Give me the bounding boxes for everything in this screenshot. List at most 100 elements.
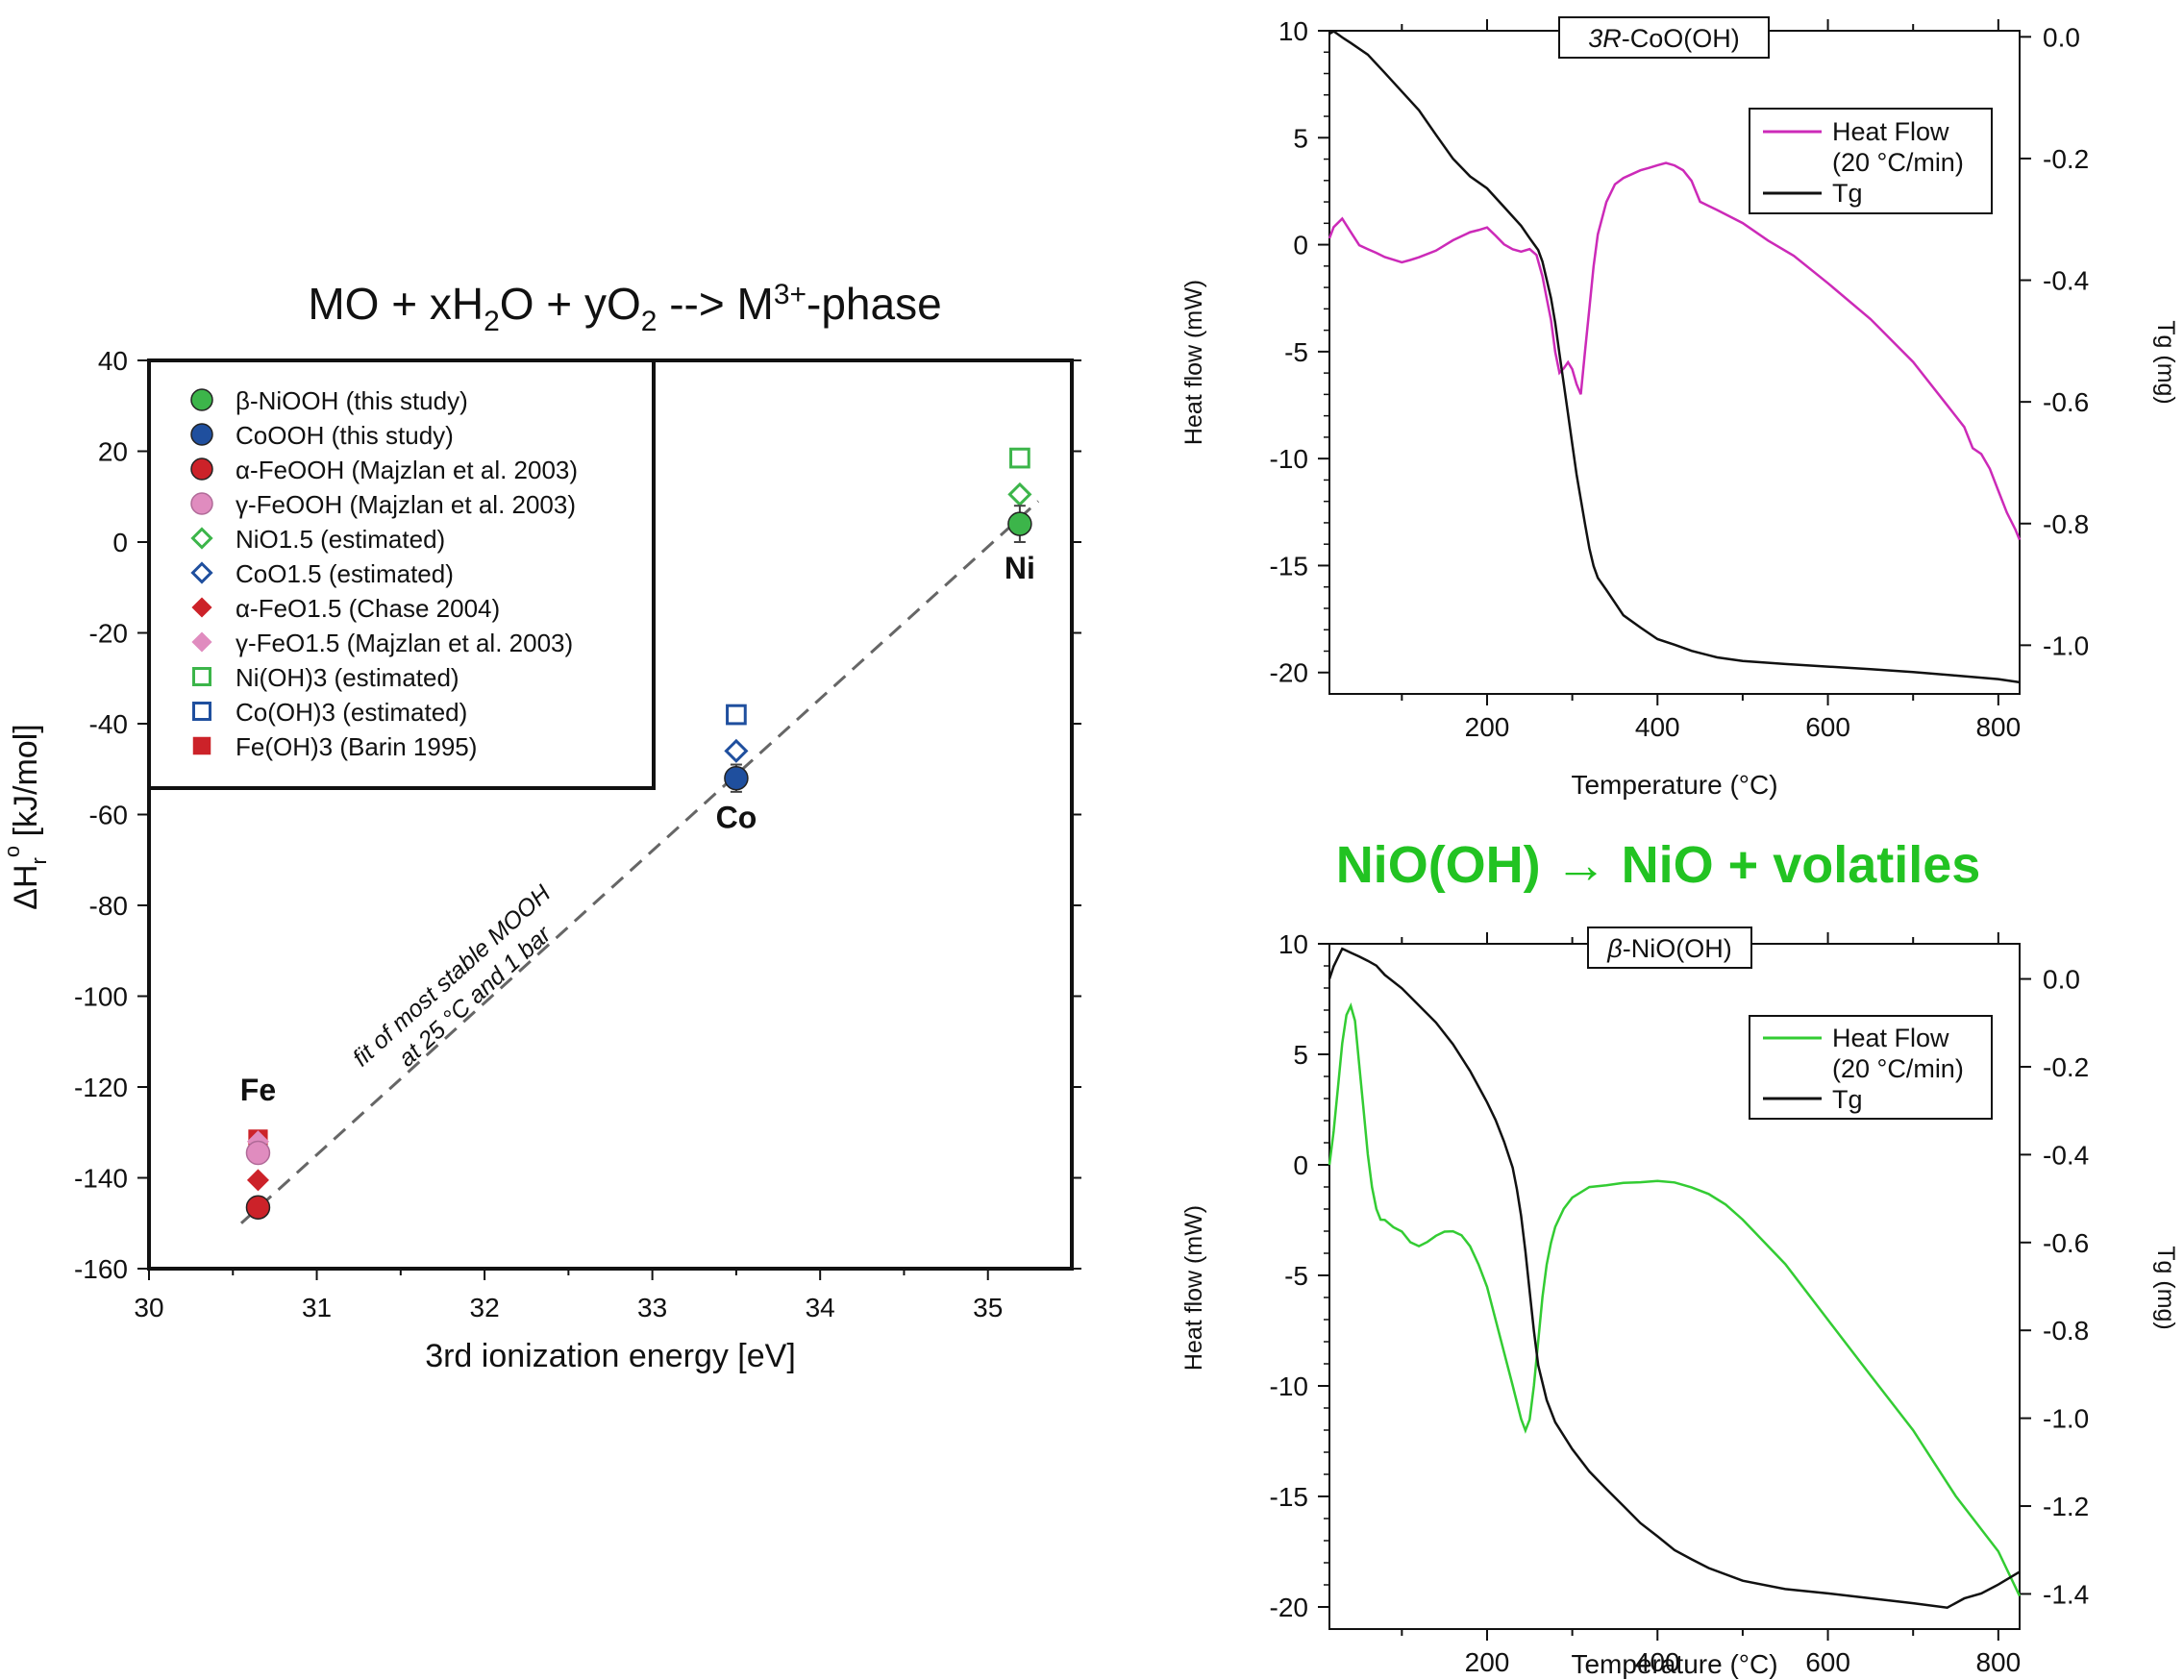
- dsc-niooh-y-tick-label: 10: [1278, 929, 1308, 959]
- scatter-y-label: ΔHro [kJ/mol]: [0, 724, 51, 909]
- dsc-coooh-y-tick-label: 0: [1293, 231, 1308, 260]
- dsc-niooh-legend-tg: Tg: [1832, 1085, 1863, 1114]
- legend-label: Co(OH)3 (estimated): [236, 698, 467, 727]
- data-point: [724, 738, 749, 763]
- scatter-points: [245, 447, 1032, 1220]
- data-point: [1009, 447, 1030, 469]
- dsc-niooh-x-tick-label: 600: [1805, 1647, 1850, 1677]
- legend-marker: [190, 457, 213, 481]
- scatter-x-tick-label: 34: [806, 1293, 835, 1322]
- scatter-annotations: Ni Co Fe: [240, 551, 1035, 1107]
- dsc-niooh-y2-tick-label: -0.8: [2043, 1316, 2089, 1346]
- dsc-coooh-y2-tick-label: -0.2: [2043, 144, 2089, 174]
- legend-label: CoO1.5 (estimated): [236, 559, 454, 588]
- scatter-title: MO + xH2O + yO2 --> M3+-phase: [308, 279, 941, 337]
- legend-marker: [191, 631, 212, 653]
- data-point: [724, 765, 749, 791]
- dsc-niooh-y2-tick-label: 0.0: [2043, 965, 2080, 995]
- scatter-y-tick-label: -100: [74, 982, 128, 1012]
- fit-label: fit of most stable MOOH at 25 °C and 1 b…: [348, 876, 582, 1095]
- legend-label: γ-FeO1.5 (Majzlan et al. 2003): [236, 629, 573, 657]
- scatter-y-tick-label: -40: [89, 709, 128, 739]
- dsc-coooh-y2-tick-label: -0.6: [2043, 387, 2089, 417]
- dsc-coooh-y-tick-label: -15: [1270, 551, 1308, 581]
- data-point: [726, 704, 747, 726]
- data-point: [245, 1195, 271, 1220]
- dsc-niooh-y2-tick-label: -0.2: [2043, 1052, 2089, 1082]
- dsc-niooh-y-tick-label: -5: [1284, 1261, 1308, 1291]
- scatter-x-tick-label: 31: [302, 1293, 332, 1322]
- scatter-y-tick-label: -160: [74, 1254, 128, 1284]
- dsc-coooh-legend-rate: (20 °C/min): [1832, 148, 1964, 177]
- legend-label: γ-FeOOH (Majzlan et al. 2003): [236, 490, 576, 519]
- dsc-coooh-heatflow-line: [1328, 161, 2022, 541]
- dsc-coooh-y2-tick-label: -0.4: [2043, 266, 2089, 296]
- legend-label: α-FeOOH (Majzlan et al. 2003): [236, 456, 578, 484]
- dsc-niooh-y-label: Heat flow (mW): [1180, 1205, 1207, 1371]
- scatter-x-label: 3rd ionization energy [eV]: [425, 1338, 796, 1374]
- scatter-y-tick-label: -80: [89, 891, 128, 921]
- scatter-chart: MO + xH2O + yO2 --> M3+-phase 30 31 32 33 34…: [0, 279, 1081, 1374]
- legend-marker: [190, 388, 213, 411]
- dsc-niooh-y2-tick-label: -1.4: [2043, 1579, 2089, 1609]
- dsc-chart-coooh: 200 400 600 800 10 5 0 -5 -10 -15 -20 0.0 -0.2 -0.4 -0…: [1180, 16, 2179, 800]
- dsc-niooh-heatflow-line: [1328, 1002, 2022, 1597]
- scatter-x-tick-label: 30: [134, 1293, 163, 1322]
- dsc-niooh-y2-tick-label: -0.6: [2043, 1228, 2089, 1258]
- scatter-y-tick-label: -20: [89, 619, 128, 649]
- dsc-coooh-legend-box: [1749, 108, 1993, 214]
- dsc-niooh-y-tick-label: -10: [1270, 1371, 1308, 1401]
- legend-label: Fe(OH)3 (Barin 1995): [236, 732, 477, 761]
- dsc-niooh-panel-label-box: [1587, 926, 1752, 969]
- dsc-niooh-y2-tick-label: -1.2: [2043, 1492, 2089, 1521]
- dsc-niooh-y-tick-label: 0: [1293, 1150, 1308, 1180]
- dsc-coooh-y2-tick-label: -0.8: [2043, 509, 2089, 539]
- dsc-coooh-y-tick-label: -20: [1270, 658, 1308, 688]
- scatter-x-tick-label: 32: [470, 1293, 500, 1322]
- dsc-niooh-y-tick-label: 5: [1293, 1040, 1308, 1070]
- dsc-niooh-panel-label: β-NiO(OH): [1606, 934, 1731, 963]
- dsc-chart-niooh: 200 400 600 800 10 5 0 -5 -10 -15 -20 0.0 -0.2 -0.4 -0…: [1180, 926, 2179, 1679]
- scatter-y-tick-label: -120: [74, 1073, 128, 1102]
- dsc-niooh-y2-label: Tg (mg): [2152, 1246, 2179, 1330]
- fit-line: [239, 500, 1040, 1224]
- dsc-coooh-panel-label-box: [1558, 16, 1770, 59]
- scatter-legend: β-NiOOH (this study) CoOOH (this study) α-…: [190, 386, 578, 761]
- dsc-niooh-legend-rate: (20 °C/min): [1832, 1054, 1964, 1083]
- dsc-coooh-y2-tick-label: -1.0: [2043, 630, 2089, 660]
- dsc-niooh-y2-tick-label: -0.4: [2043, 1140, 2089, 1170]
- dsc-coooh-x-tick-label: 600: [1805, 712, 1850, 742]
- dsc-niooh-x-tick-label: 200: [1465, 1647, 1510, 1677]
- legend-marker: [191, 597, 212, 618]
- scatter-y-tick-label: 0: [112, 528, 128, 557]
- legend-marker: [192, 736, 211, 755]
- dsc-niooh-y-tick-label: -20: [1270, 1593, 1308, 1622]
- element-label: Co: [716, 801, 757, 835]
- legend-label: CoOOH (this study): [236, 421, 454, 450]
- scatter-y-tick-label: -60: [89, 801, 128, 830]
- dsc-coooh-y2-label: Tg (mg): [2152, 320, 2179, 405]
- dsc-niooh-axes: 200 400 600 800 10 5 0 -5 -10 -15 -20 0.0 -0.2 -0.4 -0…: [1270, 929, 2090, 1677]
- data-point: [1007, 511, 1032, 536]
- dsc-coooh-x-tick-label: 800: [1975, 712, 2021, 742]
- dsc-coooh-legend-tg: Tg: [1832, 179, 1863, 208]
- legend-label: NiO1.5 (estimated): [236, 525, 445, 554]
- dsc-niooh-legend-box: [1749, 1015, 1993, 1120]
- data-point: [246, 1169, 269, 1192]
- element-label: Ni: [1005, 551, 1035, 585]
- dsc-coooh-y-label: Heat flow (mW): [1180, 280, 1207, 445]
- dsc-niooh-y-tick-label: -15: [1270, 1482, 1308, 1512]
- dsc-coooh-legend-heatflow: Heat Flow: [1832, 117, 1949, 146]
- legend-label: β-NiOOH (this study): [236, 386, 468, 415]
- dsc-coooh-x-label: Temperature (°C): [1571, 770, 1777, 800]
- dsc-coooh-y2-tick-label: 0.0: [2043, 22, 2080, 52]
- scatter-axes: 30 31 32 33 34 35 40 20 0 -20 -40 -60 -80 -100 -120 -14…: [74, 346, 1081, 1322]
- data-point: [1007, 482, 1032, 506]
- scatter-legend-box: [147, 358, 656, 790]
- dsc-niooh-legend-heatflow: Heat Flow: [1832, 1024, 1949, 1052]
- scatter-x-tick-label: 35: [973, 1293, 1003, 1322]
- legend-label: Ni(OH)3 (estimated): [236, 663, 459, 692]
- legend-marker: [192, 667, 211, 686]
- dsc-coooh-y-tick-label: 5: [1293, 123, 1308, 153]
- dsc-niooh-x-tick-label: 400: [1635, 1647, 1680, 1677]
